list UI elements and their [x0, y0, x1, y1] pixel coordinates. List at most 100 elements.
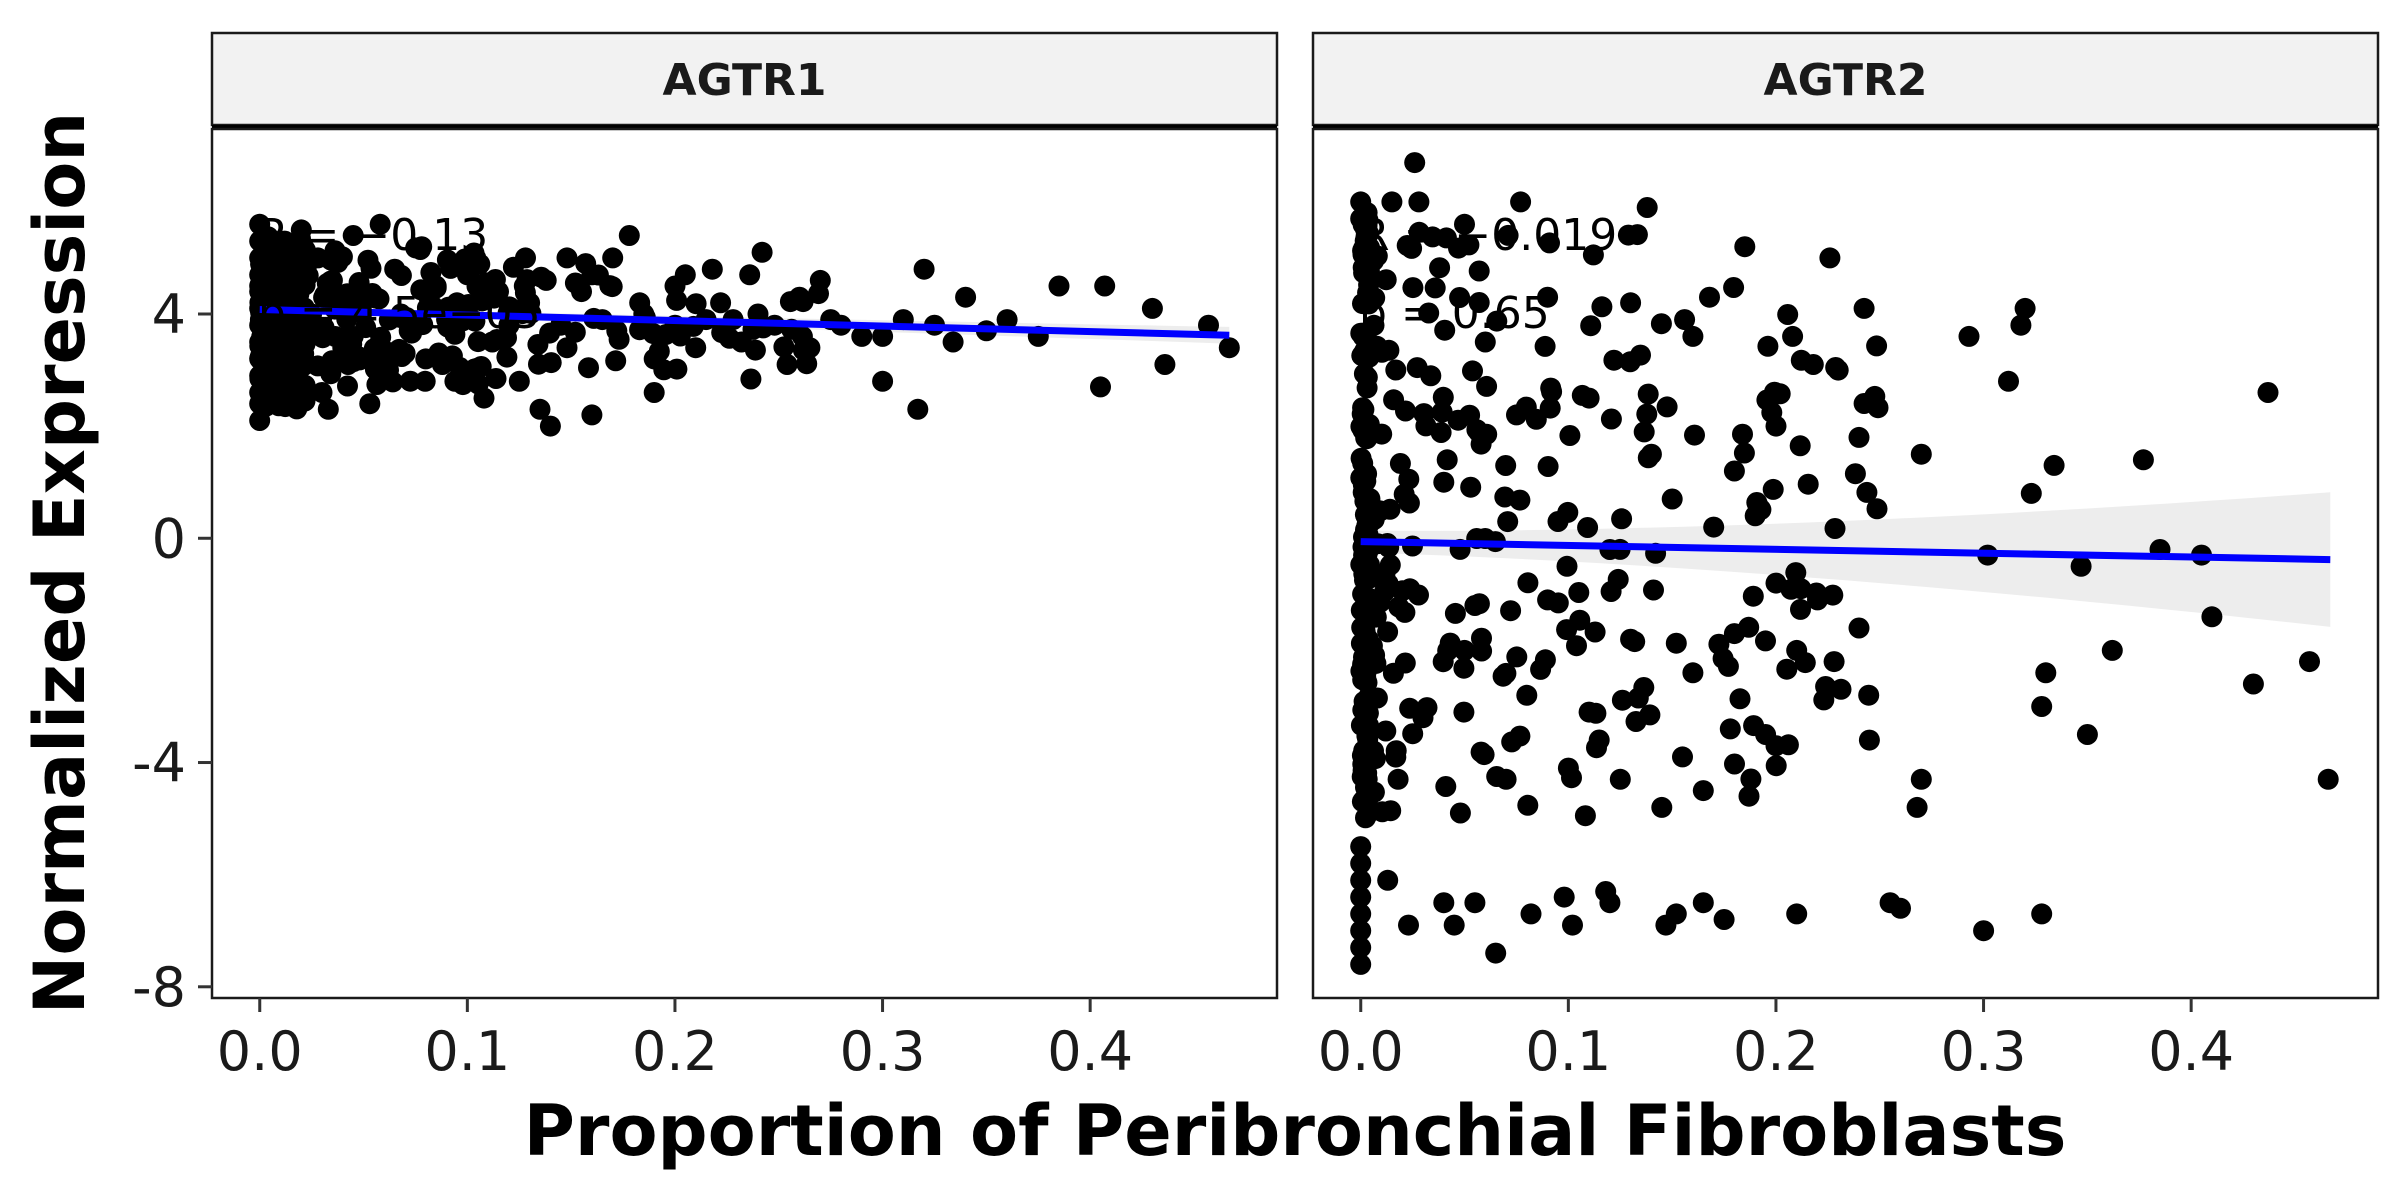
data-point — [1218, 337, 1240, 359]
correlation-r-label: R = −0.019 — [1359, 210, 1617, 261]
data-point — [1364, 287, 1386, 309]
x-axis-panel-agtr1: 0.0 0.1 0.2 0.3 0.4 — [217, 998, 1133, 1083]
data-point — [1661, 488, 1683, 510]
data-point — [1350, 714, 1372, 736]
data-point — [266, 345, 288, 367]
data-point — [1396, 235, 1418, 256]
data-point — [1746, 492, 1768, 513]
data-point — [1468, 260, 1490, 282]
data-point — [1973, 920, 1995, 942]
data-point — [320, 363, 342, 385]
data-point — [368, 288, 390, 310]
data-point — [1571, 384, 1593, 406]
x-tick-label: 0.1 — [424, 1020, 510, 1083]
data-point — [2317, 768, 2339, 790]
data-point — [581, 404, 603, 426]
data-point — [1399, 697, 1421, 719]
data-point — [502, 256, 524, 278]
data-point — [1402, 723, 1424, 745]
data-point — [1474, 331, 1496, 353]
strip-background — [1311, 31, 2380, 127]
data-point — [996, 309, 1018, 331]
data-point — [1637, 383, 1659, 405]
strip-label: AGTR2 — [1764, 55, 1928, 106]
data-point — [508, 370, 530, 392]
data-point — [872, 370, 894, 392]
data-point — [1464, 892, 1486, 914]
data-point — [271, 321, 293, 343]
data-point — [1141, 297, 1163, 319]
data-point — [1588, 729, 1610, 751]
data-point — [1692, 892, 1714, 914]
data-point — [701, 258, 723, 280]
data-point — [1433, 471, 1455, 493]
data-point — [2299, 651, 2320, 673]
y-tick-label: -8 — [132, 956, 186, 1019]
data-point — [1557, 501, 1579, 523]
data-point — [1674, 309, 1696, 331]
data-point — [601, 276, 623, 298]
data-point — [740, 368, 762, 390]
data-point — [1394, 601, 1416, 623]
data-point — [1363, 314, 1385, 336]
data-point — [685, 337, 707, 359]
data-point — [1517, 572, 1539, 594]
data-point — [276, 265, 298, 287]
data-point — [1858, 684, 1880, 706]
data-point — [1580, 315, 1602, 337]
data-point — [872, 325, 894, 347]
data-point — [1682, 662, 1704, 684]
data-point — [773, 336, 795, 358]
data-point — [1350, 920, 1372, 942]
data-point — [1350, 903, 1372, 925]
data-point — [1406, 357, 1428, 379]
data-point — [1371, 801, 1393, 823]
data-point — [1713, 909, 1735, 930]
data-point — [2101, 639, 2123, 661]
data-point — [1460, 476, 1482, 498]
data-point — [1777, 734, 1799, 756]
data-point — [1723, 460, 1745, 482]
data-point — [313, 317, 335, 339]
regression-line — [259, 306, 1230, 339]
data-point — [1383, 389, 1405, 411]
data-point — [1729, 688, 1751, 710]
data-point — [401, 322, 423, 344]
data-point — [1354, 765, 1376, 787]
data-point — [1553, 886, 1575, 908]
data-point — [779, 291, 801, 313]
data-point — [463, 242, 485, 264]
data-point — [2201, 606, 2223, 628]
data-point — [1656, 396, 1678, 418]
data-point — [1509, 489, 1531, 511]
data-point — [751, 241, 773, 263]
data-point — [1755, 630, 1776, 652]
data-point — [556, 337, 578, 359]
x-tick-label: 0.2 — [632, 1020, 718, 1083]
data-point — [459, 260, 481, 282]
data-point — [2242, 673, 2264, 695]
data-point — [359, 393, 381, 415]
data-point — [1154, 354, 1176, 375]
data-point — [1379, 554, 1401, 576]
data-point — [1825, 357, 1847, 378]
data-point — [744, 339, 766, 361]
x-tick-label: 0.0 — [217, 1020, 303, 1083]
data-point — [1574, 805, 1596, 827]
data-point — [1471, 640, 1493, 662]
data-point — [366, 374, 388, 395]
data-point — [539, 322, 561, 344]
data-point — [1719, 718, 1741, 740]
data-point — [1350, 869, 1372, 891]
data-point — [1436, 449, 1458, 471]
data-point — [669, 325, 691, 347]
data-point — [1738, 616, 1760, 638]
data-point — [2031, 903, 2053, 925]
data-point — [317, 398, 339, 420]
data-point — [1790, 598, 1811, 620]
data-point — [1797, 473, 1819, 495]
data-point — [2031, 696, 2053, 717]
data-point — [1785, 562, 1807, 584]
data-point — [1486, 766, 1508, 787]
